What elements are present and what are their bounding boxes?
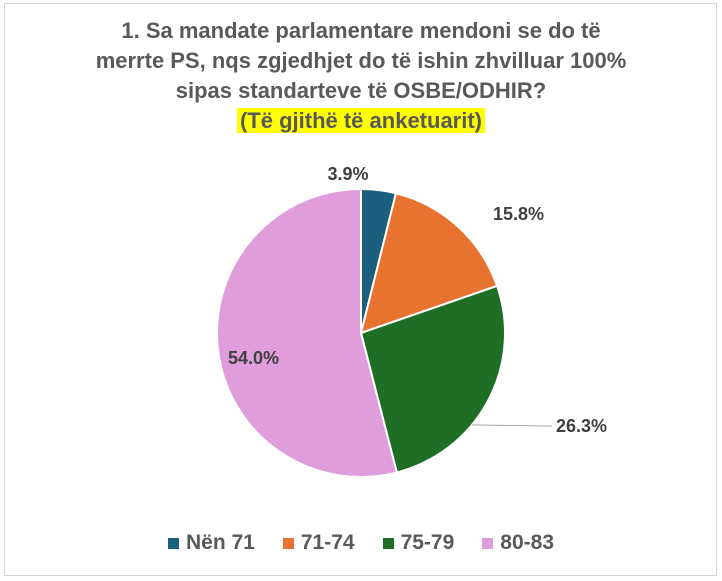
legend-item-nen-71: Nën 71 (167, 531, 255, 555)
legend-label: Nën 71 (185, 531, 255, 554)
legend-label: 75-79 (400, 531, 455, 554)
pie-slices (216, 187, 506, 478)
title-line-1: 1. Sa mandate parlamentare mendoni se do… (121, 18, 601, 43)
legend-swatch (382, 537, 394, 549)
legend-item-71-74: 71-74 (282, 531, 355, 555)
pie-slice-71-74 (359, 192, 499, 335)
leader-lines (471, 424, 552, 427)
legend-item-75-79: 75-79 (382, 531, 455, 555)
legend-label: 80-83 (500, 531, 555, 554)
data-label-nen-71: 3.9% (327, 164, 368, 184)
data-labels: 3.9% 15.8% 26.3% 54.0% (228, 164, 607, 436)
chart-title: 1. Sa mandate parlamentare mendoni se do… (0, 16, 722, 136)
title-line-2: merrte PS, nqs zgjedhjet do të ishin zhv… (95, 48, 627, 73)
leader-line-75-79 (471, 424, 552, 427)
pie-slice-80-83 (216, 187, 399, 478)
data-label-80-83: 54.0% (228, 348, 279, 368)
data-label-71-74: 15.8% (493, 204, 544, 224)
legend-swatch (167, 537, 179, 549)
legend-swatch (482, 537, 494, 549)
legend: Nën 71 71-74 75-79 80-83 (0, 528, 722, 558)
legend-swatch (282, 537, 294, 549)
title-line-3: sipas standarteve të OSBE/ODHIR? (175, 78, 547, 103)
legend-item-80-83: 80-83 (482, 531, 554, 555)
pie-slice-75-79 (359, 284, 506, 474)
legend-label: 71-74 (300, 531, 355, 554)
data-label-75-79: 26.3% (556, 416, 607, 436)
chart-subtitle: (Të gjithë të anketuarit) (236, 108, 486, 133)
